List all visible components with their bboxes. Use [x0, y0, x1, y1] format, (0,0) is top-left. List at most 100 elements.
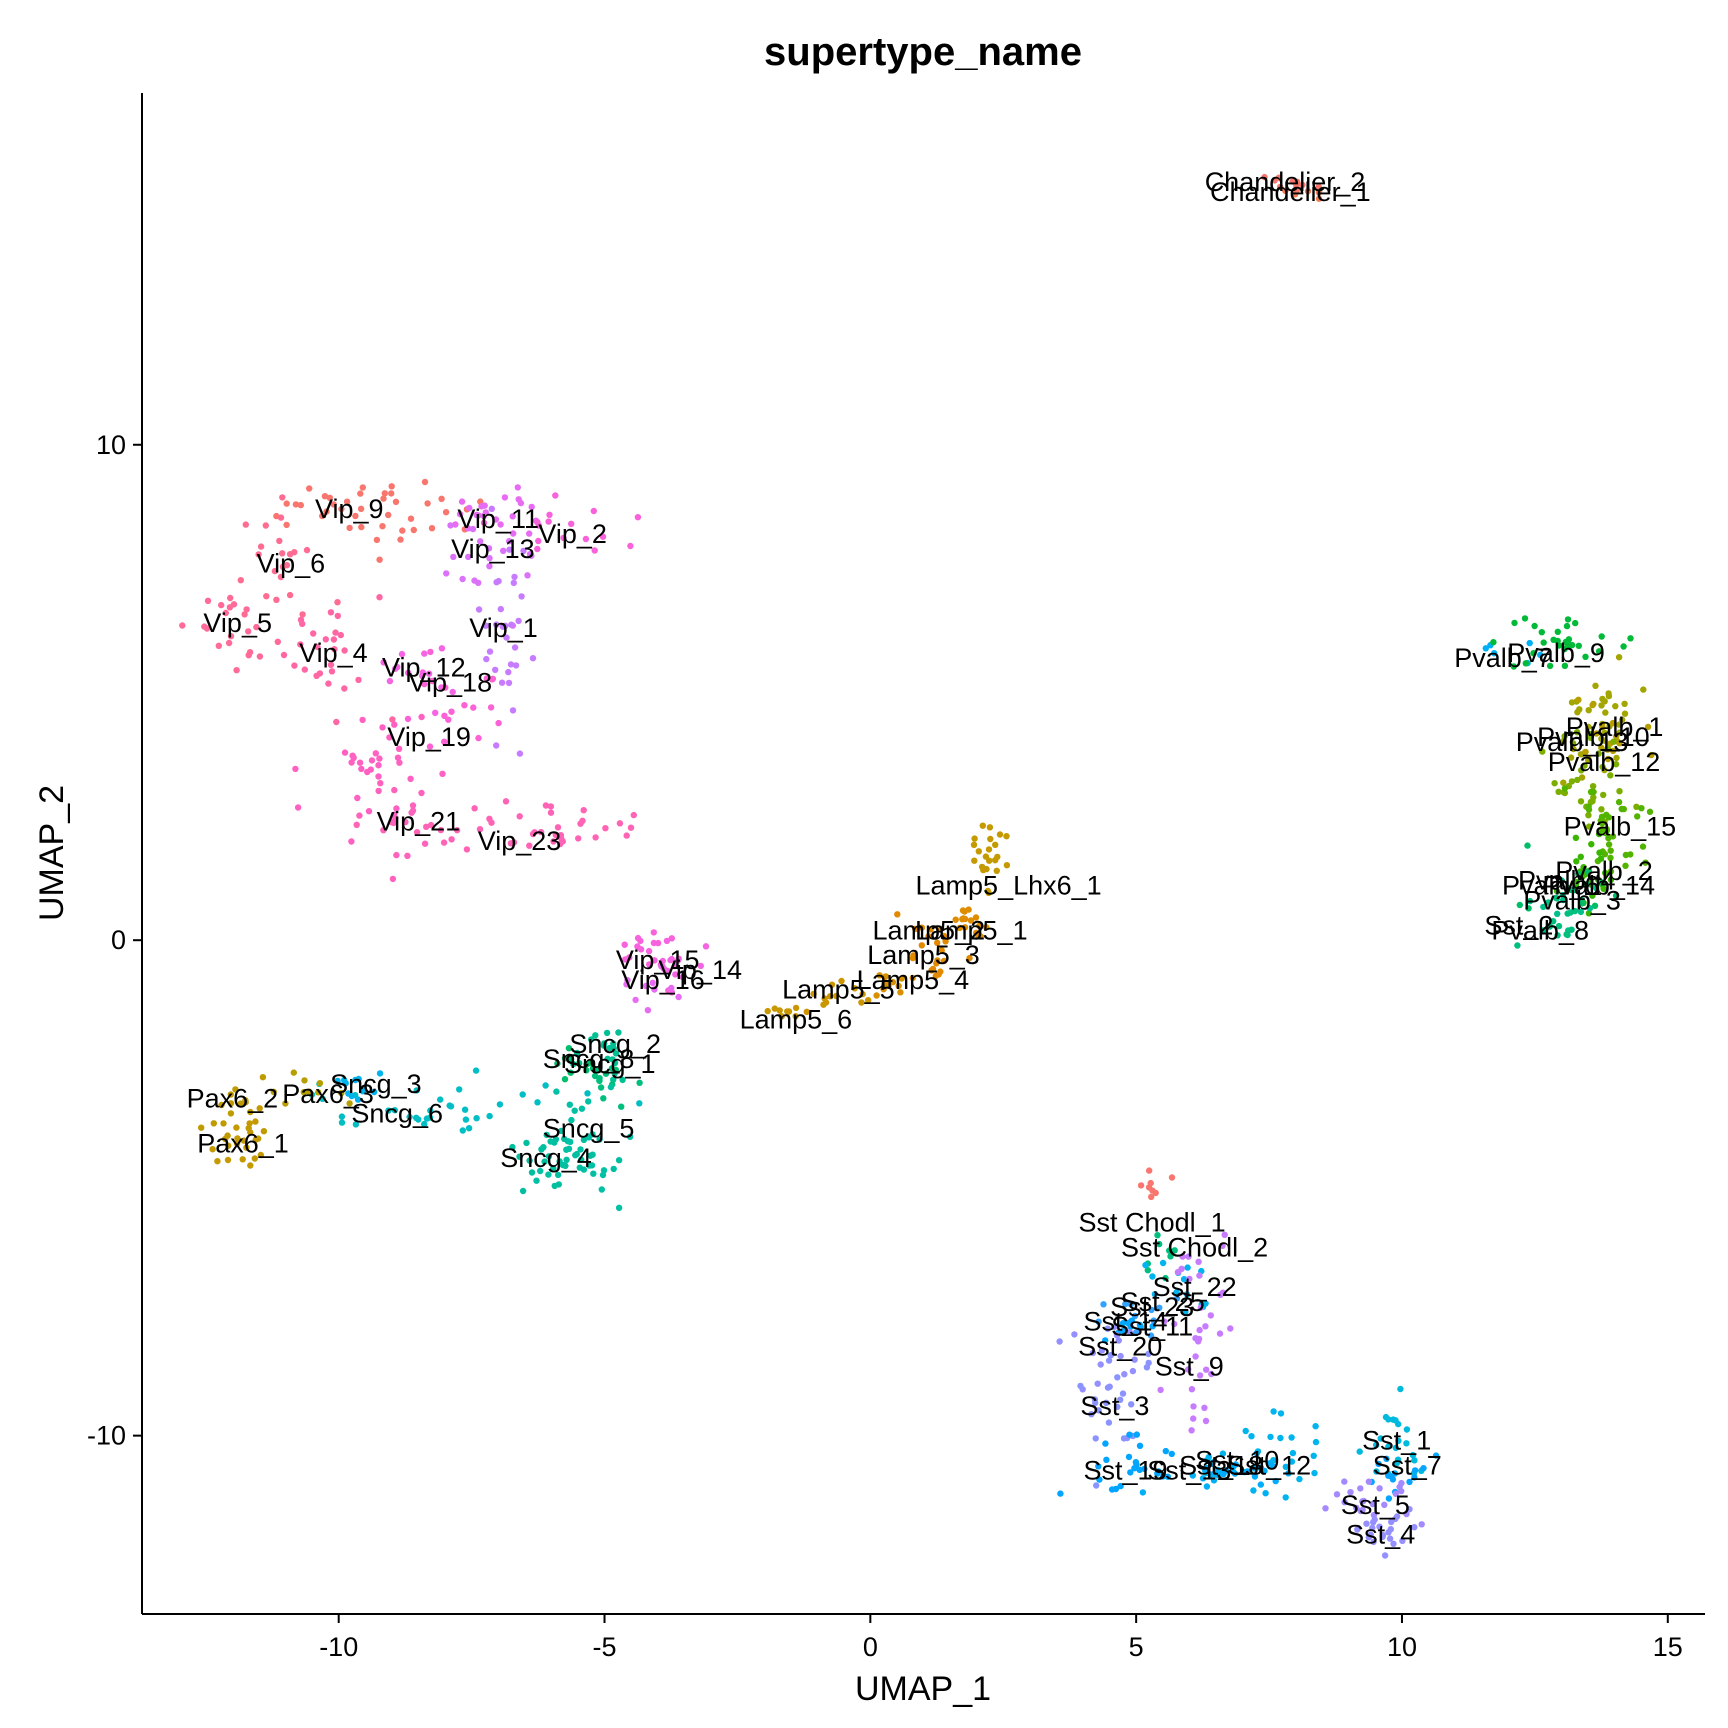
- data-point: [1171, 1247, 1178, 1254]
- series-pvalb_12: [1539, 729, 1640, 830]
- data-point: [1162, 1447, 1170, 1455]
- data-point: [472, 1067, 480, 1074]
- series-lamp5_4: [873, 972, 916, 999]
- y-axis-title: UMAP_2: [33, 785, 71, 921]
- data-point: [618, 1103, 625, 1110]
- data-point: [341, 647, 348, 654]
- data-point: [506, 538, 513, 545]
- cluster-label: Sncg_1: [564, 1049, 656, 1079]
- data-point: [1289, 178, 1296, 185]
- data-point: [478, 503, 485, 510]
- series-lamp5_3: [909, 942, 973, 980]
- data-point: [489, 675, 497, 682]
- data-point: [328, 668, 336, 675]
- data-point: [1105, 1419, 1113, 1426]
- data-point: [600, 1095, 607, 1102]
- data-point: [418, 713, 425, 721]
- data-point: [1304, 188, 1312, 195]
- data-point: [352, 512, 359, 520]
- data-point: [338, 505, 345, 513]
- data-point: [810, 990, 817, 998]
- data-point: [1115, 1337, 1123, 1344]
- data-point: [461, 702, 468, 709]
- data-point: [679, 973, 686, 981]
- data-point: [575, 835, 582, 842]
- data-point: [636, 1100, 643, 1107]
- data-point: [912, 925, 919, 933]
- data-point: [1596, 849, 1603, 856]
- data-point: [247, 1162, 254, 1169]
- data-point: [1185, 1253, 1192, 1260]
- cluster-label: Pvalb_3: [1523, 886, 1621, 916]
- data-point: [1161, 1318, 1168, 1325]
- data-point: [1183, 1291, 1191, 1298]
- data-point: [1575, 696, 1582, 703]
- data-point: [1071, 1331, 1078, 1338]
- cluster-label: Pvalb_14: [1542, 871, 1655, 901]
- cluster-label: Vip_6: [257, 549, 326, 579]
- data-point: [473, 511, 480, 519]
- data-point: [313, 672, 320, 679]
- data-point: [897, 989, 904, 996]
- data-point: [441, 712, 448, 719]
- data-point: [227, 1091, 234, 1098]
- data-point: [675, 993, 682, 1001]
- data-point: [987, 835, 994, 843]
- data-point: [376, 556, 383, 563]
- data-point: [498, 679, 506, 686]
- data-point: [560, 534, 567, 542]
- data-point: [246, 1120, 253, 1127]
- data-point: [1577, 853, 1585, 860]
- data-point: [563, 1156, 570, 1164]
- data-point: [356, 812, 363, 819]
- data-point: [279, 494, 286, 501]
- data-point: [461, 1106, 469, 1113]
- data-point: [1587, 788, 1595, 796]
- data-point: [270, 1088, 277, 1096]
- data-point: [1580, 864, 1587, 871]
- data-point: [621, 941, 628, 948]
- data-point: [1189, 1472, 1197, 1479]
- data-point: [942, 938, 949, 945]
- data-point: [1285, 1470, 1292, 1477]
- data-point: [1627, 635, 1634, 642]
- data-point: [565, 1045, 573, 1052]
- data-point: [511, 644, 519, 651]
- data-point: [659, 957, 666, 965]
- data-point: [881, 973, 889, 981]
- data-point: [225, 639, 233, 647]
- data-point: [428, 525, 436, 532]
- data-point: [584, 1090, 591, 1097]
- data-point: [476, 826, 484, 833]
- data-point: [1088, 1411, 1095, 1418]
- data-point: [279, 550, 286, 557]
- data-point: [257, 543, 265, 550]
- data-point: [983, 924, 990, 931]
- data-point: [600, 1042, 607, 1049]
- data-point: [1389, 1476, 1397, 1483]
- data-point: [1136, 1321, 1144, 1329]
- data-point: [1575, 642, 1583, 649]
- data-point: [1311, 1469, 1318, 1477]
- data-point: [1615, 654, 1623, 661]
- data-point: [516, 750, 524, 757]
- data-point: [567, 1056, 575, 1063]
- cluster-label: Lamp5_4: [857, 965, 970, 995]
- data-point: [1634, 813, 1641, 820]
- data-point: [634, 514, 642, 521]
- cluster-label: Sst_23: [1110, 1292, 1194, 1322]
- data-point: [1102, 1440, 1109, 1447]
- data-point: [407, 515, 415, 522]
- data-point: [1571, 886, 1579, 894]
- cluster-label: Vip_13: [451, 534, 535, 564]
- data-point: [1120, 1327, 1127, 1335]
- data-point: [562, 1162, 569, 1170]
- data-point: [215, 642, 222, 649]
- data-point: [898, 975, 905, 982]
- data-point: [354, 794, 361, 802]
- data-point: [1244, 1468, 1251, 1475]
- data-point: [305, 1088, 313, 1095]
- data-point: [596, 1136, 603, 1143]
- data-point: [580, 1136, 588, 1144]
- data-point: [1164, 1473, 1172, 1480]
